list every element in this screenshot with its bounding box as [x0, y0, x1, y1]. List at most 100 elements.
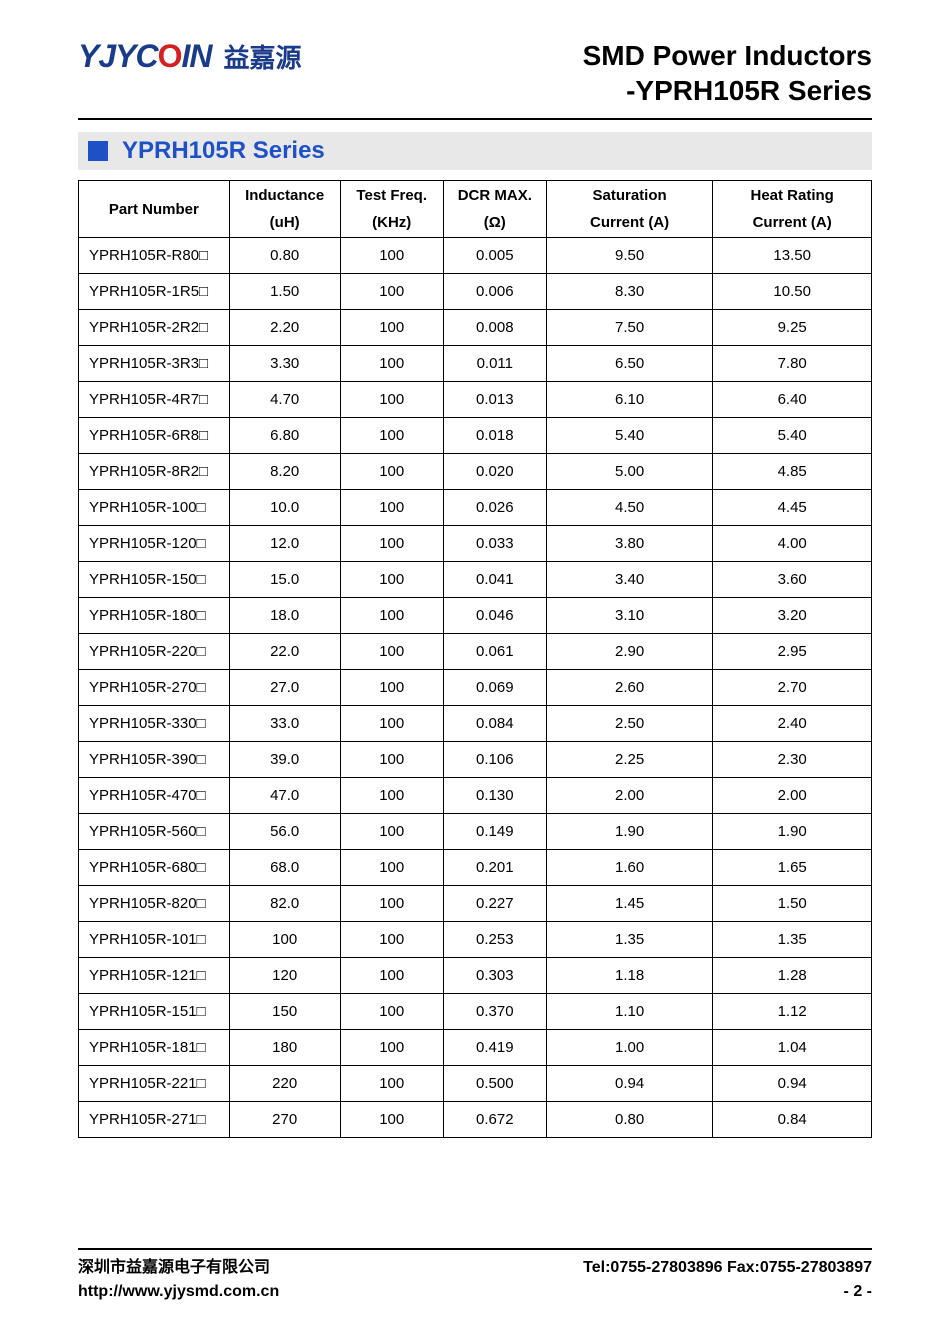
table-row: YPRH105R-2R2□2.201000.0087.509.25	[79, 310, 872, 346]
value-cell: 100	[340, 1066, 443, 1102]
value-cell: 100	[340, 346, 443, 382]
table-row: YPRH105R-180□18.01000.0463.103.20	[79, 598, 872, 634]
value-cell: 0.018	[443, 418, 546, 454]
part-number-cell: YPRH105R-1R5□	[79, 274, 230, 310]
value-cell: 100	[340, 778, 443, 814]
logo: YJYCOIN 益嘉源	[78, 38, 302, 75]
logo-chinese: 益嘉源	[223, 38, 301, 75]
part-number-cell: YPRH105R-8R2□	[79, 454, 230, 490]
value-cell: 0.303	[443, 958, 546, 994]
table-row: YPRH105R-1R5□1.501000.0068.3010.50	[79, 274, 872, 310]
value-cell: 1.90	[713, 814, 872, 850]
value-cell: 2.25	[546, 742, 713, 778]
part-number-cell: YPRH105R-820□	[79, 886, 230, 922]
value-cell: 0.020	[443, 454, 546, 490]
value-cell: 5.00	[546, 454, 713, 490]
footer-company: 深圳市益嘉源电子有限公司	[78, 1256, 270, 1280]
table-row: YPRH105R-100□10.01000.0264.504.45	[79, 490, 872, 526]
value-cell: 0.011	[443, 346, 546, 382]
value-cell: 8.30	[546, 274, 713, 310]
section-header-bar: YPRH105R Series	[78, 132, 872, 170]
document-title: SMD Power Inductors -YPRH105R Series	[583, 38, 872, 108]
value-cell: 5.40	[713, 418, 872, 454]
part-number-cell: YPRH105R-R80□	[79, 238, 230, 274]
value-cell: 2.00	[713, 778, 872, 814]
value-cell: 10.0	[229, 490, 340, 526]
value-cell: 0.80	[546, 1102, 713, 1138]
value-cell: 4.70	[229, 382, 340, 418]
value-cell: 68.0	[229, 850, 340, 886]
table-row: YPRH105R-820□82.01000.2271.451.50	[79, 886, 872, 922]
header-unit: (KHz)	[345, 214, 439, 231]
table-head: Part NumberInductance(uH)Test Freq.(KHz)…	[79, 181, 872, 238]
value-cell: 0.130	[443, 778, 546, 814]
table-row: YPRH105R-270□27.01000.0692.602.70	[79, 670, 872, 706]
part-number-cell: YPRH105R-101□	[79, 922, 230, 958]
value-cell: 220	[229, 1066, 340, 1102]
value-cell: 0.201	[443, 850, 546, 886]
value-cell: 4.45	[713, 490, 872, 526]
table-row: YPRH105R-3R3□3.301000.0116.507.80	[79, 346, 872, 382]
value-cell: 39.0	[229, 742, 340, 778]
value-cell: 100	[340, 562, 443, 598]
value-cell: 1.65	[713, 850, 872, 886]
table-row: YPRH105R-120□12.01000.0333.804.00	[79, 526, 872, 562]
part-number-cell: YPRH105R-150□	[79, 562, 230, 598]
value-cell: 0.005	[443, 238, 546, 274]
value-cell: 3.60	[713, 562, 872, 598]
value-cell: 13.50	[713, 238, 872, 274]
table-row: YPRH105R-680□68.01000.2011.601.65	[79, 850, 872, 886]
value-cell: 2.60	[546, 670, 713, 706]
value-cell: 100	[340, 310, 443, 346]
header-label: Test Freq.	[356, 187, 427, 204]
table-row: YPRH105R-220□22.01000.0612.902.95	[79, 634, 872, 670]
table-header-cell: Heat RatingCurrent (A)	[713, 181, 872, 238]
header-label: Inductance	[245, 187, 324, 204]
value-cell: 2.20	[229, 310, 340, 346]
value-cell: 27.0	[229, 670, 340, 706]
section-title: YPRH105R Series	[122, 137, 325, 165]
value-cell: 0.013	[443, 382, 546, 418]
table-row: YPRH105R-271□2701000.6720.800.84	[79, 1102, 872, 1138]
value-cell: 100	[340, 1030, 443, 1066]
table-row: YPRH105R-150□15.01000.0413.403.60	[79, 562, 872, 598]
value-cell: 2.90	[546, 634, 713, 670]
value-cell: 9.50	[546, 238, 713, 274]
value-cell: 1.04	[713, 1030, 872, 1066]
value-cell: 100	[340, 598, 443, 634]
value-cell: 0.006	[443, 274, 546, 310]
value-cell: 0.046	[443, 598, 546, 634]
value-cell: 100	[340, 418, 443, 454]
value-cell: 2.30	[713, 742, 872, 778]
value-cell: 0.061	[443, 634, 546, 670]
value-cell: 270	[229, 1102, 340, 1138]
value-cell: 100	[340, 742, 443, 778]
part-number-cell: YPRH105R-271□	[79, 1102, 230, 1138]
value-cell: 4.50	[546, 490, 713, 526]
table-row: YPRH105R-151□1501000.3701.101.12	[79, 994, 872, 1030]
page-footer: 深圳市益嘉源电子有限公司 Tel:0755-27803896 Fax:0755-…	[78, 1248, 872, 1304]
value-cell: 33.0	[229, 706, 340, 742]
part-number-cell: YPRH105R-4R7□	[79, 382, 230, 418]
value-cell: 3.20	[713, 598, 872, 634]
value-cell: 4.85	[713, 454, 872, 490]
value-cell: 18.0	[229, 598, 340, 634]
table-header-row: Part NumberInductance(uH)Test Freq.(KHz)…	[79, 181, 872, 238]
value-cell: 4.00	[713, 526, 872, 562]
value-cell: 100	[340, 922, 443, 958]
value-cell: 0.084	[443, 706, 546, 742]
logo-part2: IN	[181, 38, 211, 74]
footer-contact: Tel:0755-27803896 Fax:0755-27803897	[583, 1256, 872, 1280]
value-cell: 0.419	[443, 1030, 546, 1066]
value-cell: 1.12	[713, 994, 872, 1030]
table-row: YPRH105R-330□33.01000.0842.502.40	[79, 706, 872, 742]
value-cell: 1.18	[546, 958, 713, 994]
value-cell: 0.500	[443, 1066, 546, 1102]
value-cell: 47.0	[229, 778, 340, 814]
value-cell: 6.80	[229, 418, 340, 454]
value-cell: 100	[340, 634, 443, 670]
part-number-cell: YPRH105R-151□	[79, 994, 230, 1030]
value-cell: 1.50	[713, 886, 872, 922]
value-cell: 100	[340, 670, 443, 706]
table-header-cell: Inductance(uH)	[229, 181, 340, 238]
